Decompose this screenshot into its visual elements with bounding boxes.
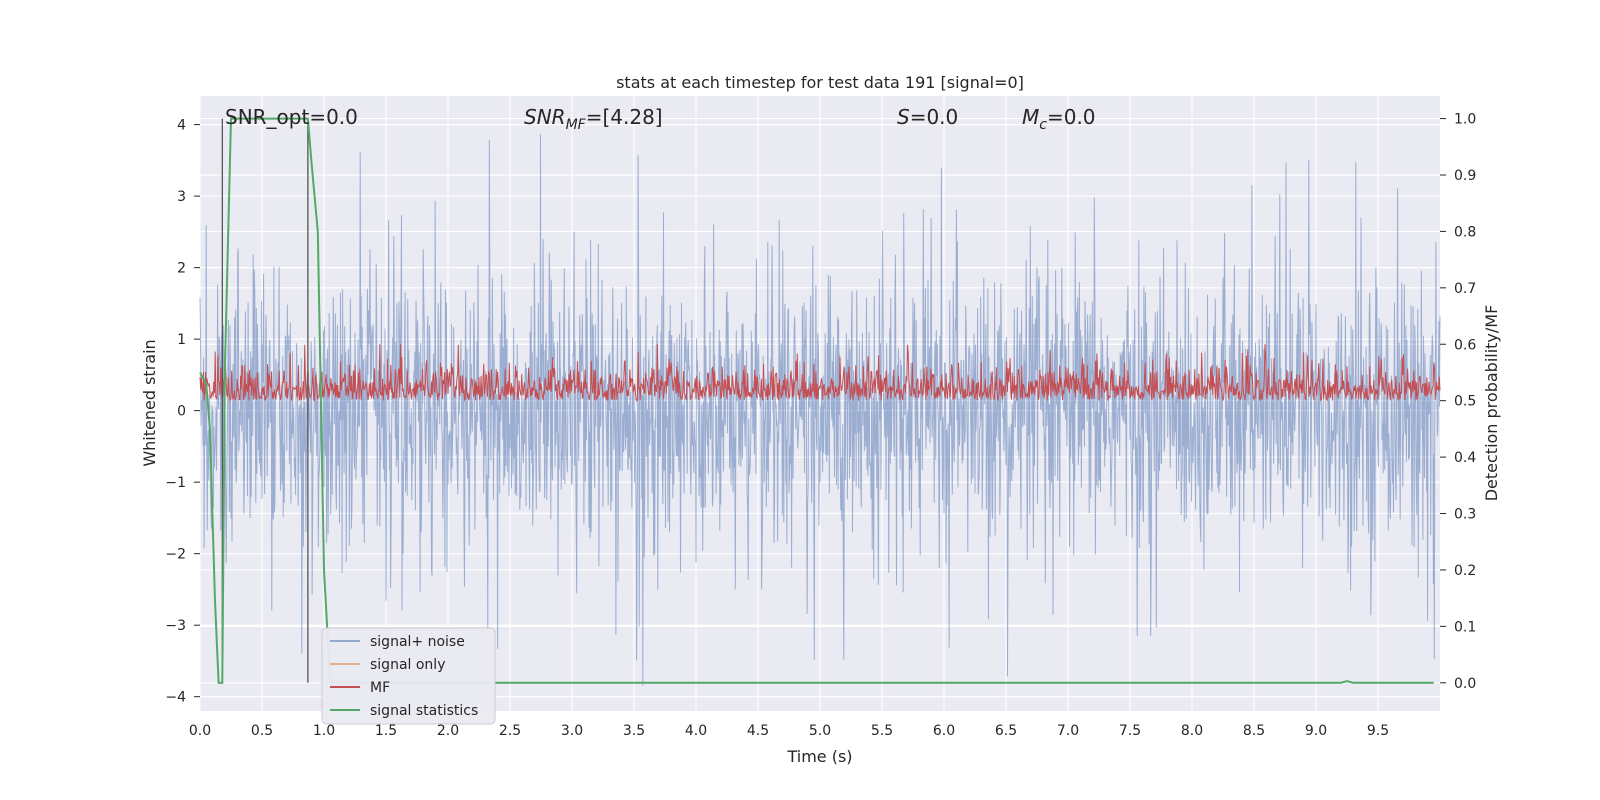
y-axis-label: Whitened strain [140, 339, 159, 466]
y2-tick-label: 0.4 [1454, 450, 1476, 466]
x-tick-label: 4.0 [685, 723, 707, 739]
legend: signal+ noise signal only MF signal stat… [321, 627, 496, 725]
legend-label-signal-statistics: signal statistics [370, 703, 478, 719]
x-tick-label: 7.0 [1057, 723, 1079, 739]
y-tick-label: 3 [177, 189, 186, 205]
x-tick-label: 6.5 [995, 723, 1017, 739]
y2-tick-label: 0.5 [1454, 394, 1476, 410]
x-tick-label: 0.5 [251, 723, 273, 739]
y2-tick-label: 0.1 [1454, 619, 1476, 635]
x-tick-label: 3.0 [561, 723, 583, 739]
y-tick-label: 4 [177, 118, 186, 134]
x-tick-label: 5.5 [871, 723, 893, 739]
x-tick-label: 8.0 [1181, 723, 1203, 739]
x-tick-label: 9.5 [1367, 723, 1389, 739]
annotation-mc: Mc=0.0 [1022, 105, 1096, 133]
y2-tick-label: 1.0 [1454, 112, 1476, 128]
annotation-snr-opt: SNR_opt=0.0 [225, 105, 358, 129]
y2-tick-label: 0.9 [1454, 168, 1476, 184]
y2-tick-label: 0.8 [1454, 224, 1476, 240]
x-tick-label: 1.0 [313, 723, 335, 739]
y-tick-label: −1 [165, 475, 186, 491]
x-tick-label: 0.0 [189, 723, 211, 739]
y-tick-label: 1 [177, 332, 186, 348]
x-tick-label: 7.5 [1119, 723, 1141, 739]
x-tick-label: 9.0 [1305, 723, 1327, 739]
y2-tick-label: 0.3 [1454, 507, 1476, 523]
y2-tick-label: 0.0 [1454, 676, 1476, 692]
signal-statistics-series [199, 117, 1434, 684]
y-tick-label: 0 [177, 404, 186, 420]
annotation-snr-mf: SNRMF=[4.28] [524, 105, 663, 133]
mf-series [199, 344, 1441, 403]
y2-tick-label: 0.2 [1454, 563, 1476, 579]
legend-label-signal-noise: signal+ noise [370, 634, 465, 650]
y2-tick-labels: 1.0 0.9 0.8 0.7 0.6 0.5 0.4 0.3 0.2 0.1 0.0 [1440, 112, 1476, 692]
y2-tick-label: 0.7 [1454, 281, 1476, 297]
x-tick-label: 2.0 [437, 723, 459, 739]
x-tick-labels: 0.0 0.5 1.0 1.5 2.0 2.5 3.0 3.5 4.0 4.5 5.0 5.5 6.0 6… [189, 723, 1389, 739]
signal-statistics-line [199, 117, 1434, 684]
y-tick-label: −2 [165, 547, 186, 563]
y2-axis-label: Detection probability/MF [1482, 305, 1501, 502]
chart-title: stats at each timestep for test data 191… [616, 73, 1024, 92]
legend-box [321, 627, 496, 725]
y-tick-labels: 4 3 2 1 0 −1 −2 −3 −4 [165, 118, 200, 706]
x-tick-label: 1.5 [375, 723, 397, 739]
x-axis-label: Time (s) [786, 747, 852, 766]
x-tick-label: 8.5 [1243, 723, 1265, 739]
annotation-s: S=0.0 [897, 105, 958, 129]
y-tick-label: 2 [177, 261, 186, 277]
mf-line [199, 344, 1441, 403]
legend-label-mf: MF [370, 680, 390, 696]
legend-label-signal-only: signal only [370, 657, 445, 673]
x-tick-label: 2.5 [499, 723, 521, 739]
y2-tick-label: 0.6 [1454, 337, 1476, 353]
y-tick-label: −4 [165, 690, 186, 706]
x-tick-label: 6.0 [933, 723, 955, 739]
x-tick-label: 4.5 [747, 723, 769, 739]
y-tick-label: −3 [165, 618, 186, 634]
x-tick-label: 5.0 [809, 723, 831, 739]
x-tick-label: 3.5 [623, 723, 645, 739]
